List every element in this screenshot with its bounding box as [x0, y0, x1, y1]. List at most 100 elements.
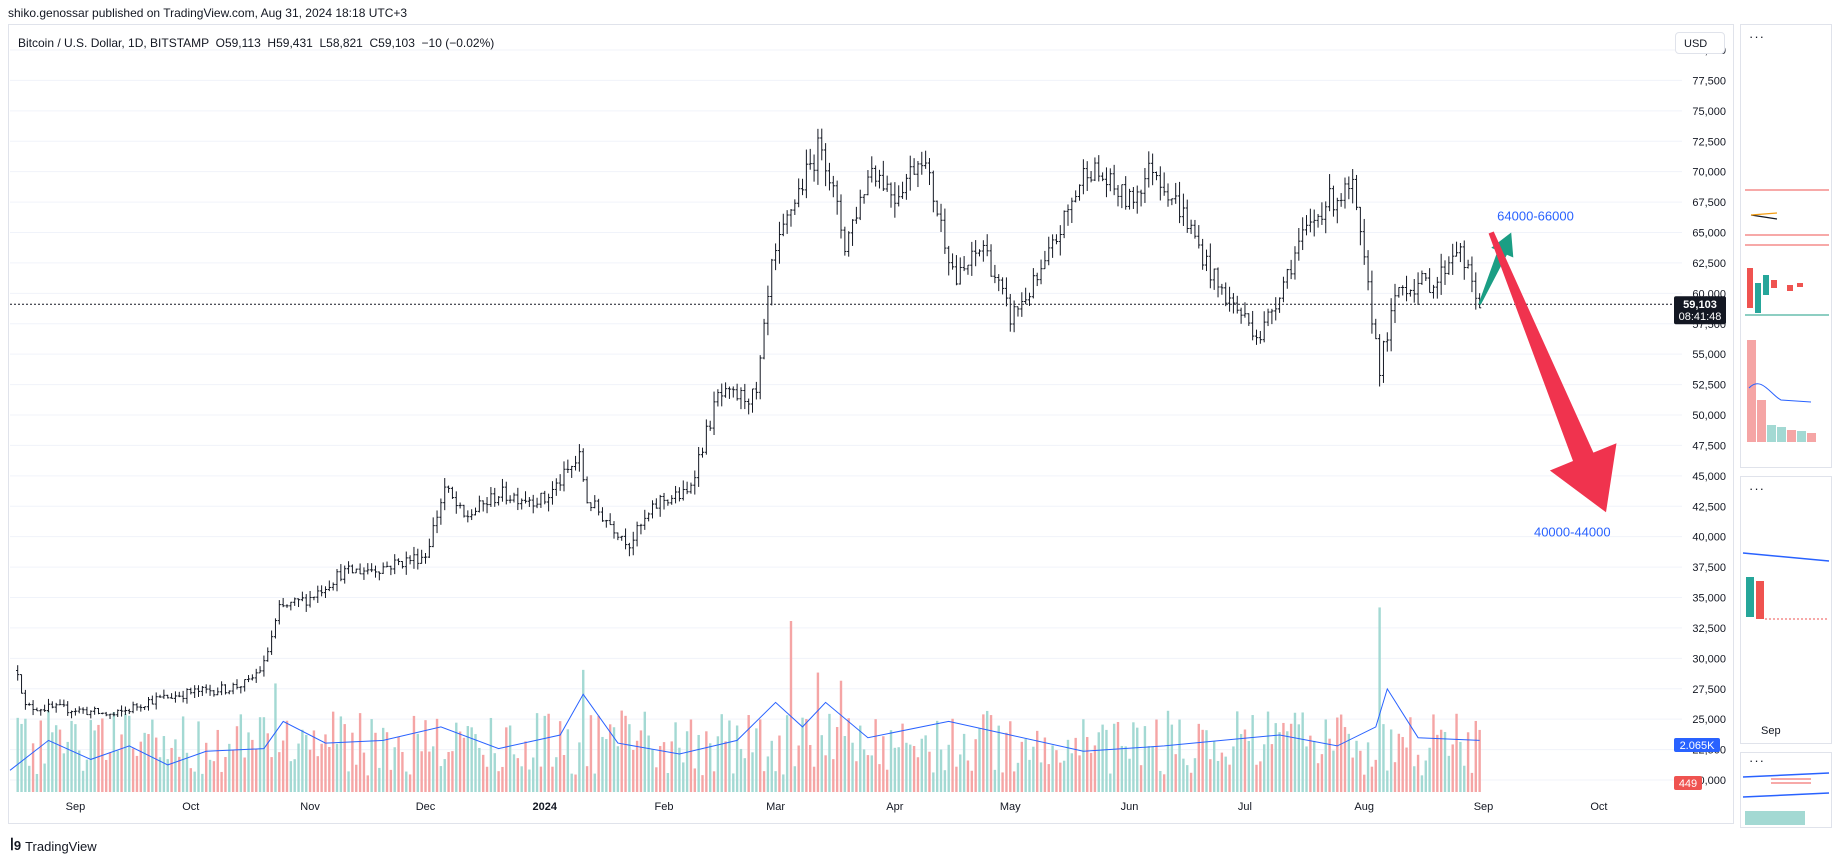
- more-icon[interactable]: ···: [1749, 753, 1765, 768]
- ohlc-bar: [181, 690, 185, 703]
- volume-bar: [458, 731, 462, 792]
- volume-bar: [1336, 717, 1339, 792]
- volume-bar: [389, 769, 393, 792]
- ohlc-bar: [620, 535, 624, 541]
- volume-bar: [262, 717, 266, 792]
- volume-bar: [1166, 710, 1170, 792]
- ohlc-bar: [1362, 218, 1366, 265]
- volume-bar: [1078, 755, 1081, 792]
- ohlc-bar: [408, 555, 412, 565]
- volume-bar: [239, 714, 243, 792]
- volume-bar: [116, 750, 119, 792]
- volume-bar: [597, 715, 600, 792]
- ohlc-bar: [897, 185, 901, 207]
- ohlc-bar: [285, 604, 289, 608]
- volume-bar: [139, 741, 143, 792]
- ohlc-bar: [50, 701, 54, 709]
- volume-bar: [93, 730, 96, 792]
- ohlc-bar: [66, 701, 70, 716]
- volume-bar: [612, 727, 616, 792]
- volume-bar: [497, 771, 500, 792]
- volume-bar: [316, 756, 319, 792]
- ohlc-bar: [812, 154, 816, 182]
- ohlc-bar: [770, 258, 774, 306]
- volume-bar: [1316, 763, 1320, 792]
- volume-bar: [1443, 731, 1447, 792]
- volume-bar: [820, 735, 823, 792]
- ohlc-bar: [69, 710, 74, 719]
- volume-bar: [1209, 759, 1212, 792]
- more-icon[interactable]: ···: [1749, 29, 1765, 44]
- volume-bar: [955, 766, 958, 792]
- ohlc-bar: [1447, 256, 1451, 275]
- volume-bar: [370, 719, 373, 792]
- volume-bar: [151, 719, 154, 792]
- volume-bar: [574, 774, 577, 792]
- volume-bar: [166, 759, 169, 792]
- price-axis: 80,00077,50075,00072,50070,00067,50065,0…: [1674, 45, 1726, 790]
- volume-bar: [528, 769, 531, 792]
- ohlc-bar: [885, 175, 889, 192]
- volume-bar: [662, 742, 666, 792]
- ohlc-bar: [458, 502, 462, 509]
- volume-bar: [74, 724, 77, 792]
- volume-bar: [524, 741, 527, 792]
- more-icon[interactable]: ···: [1749, 481, 1765, 496]
- footer-brand[interactable]: ꟾ9 TradingView: [10, 838, 97, 854]
- ohlc-bar: [73, 708, 78, 716]
- time-tick-label: Mar: [766, 801, 785, 813]
- volume-bar: [1086, 737, 1089, 792]
- ohlc-bar: [1151, 153, 1155, 186]
- ohlc-bar: [1004, 277, 1009, 307]
- price-tick-label: 30,000: [1692, 653, 1726, 665]
- ohlc-bar: [1197, 225, 1201, 249]
- volume-bar: [243, 757, 246, 792]
- ohlc-bar: [985, 234, 989, 257]
- current-price-label: 59,103: [1683, 299, 1717, 311]
- volume-bar: [585, 766, 589, 792]
- volume-bar: [489, 717, 493, 792]
- ohlc-bar: [1251, 310, 1255, 341]
- price-tick-label: 27,500: [1692, 684, 1726, 696]
- ohlc-bar: [1170, 198, 1174, 206]
- volume-bar: [428, 751, 431, 792]
- volume-bar: [912, 745, 916, 792]
- volume-bar: [562, 755, 566, 792]
- volume-bar: [1128, 758, 1131, 792]
- ohlc-bar: [1177, 181, 1182, 224]
- price-bars: [16, 128, 1482, 719]
- volume-bar: [1359, 750, 1362, 792]
- volume-bar: [351, 732, 354, 792]
- volume-bar: [939, 749, 943, 792]
- volume-bar: [1289, 723, 1293, 792]
- ohlc-bar: [473, 507, 478, 516]
- volume-bar: [62, 753, 66, 792]
- volume-bar: [789, 621, 793, 792]
- ohlc-bar: [1320, 202, 1324, 225]
- ohlc-bar: [1301, 217, 1305, 251]
- ohlc-bar: [81, 707, 85, 714]
- ohlc-bar: [673, 485, 678, 504]
- ohlc-bar: [1331, 185, 1336, 217]
- ohlc-bar: [1220, 283, 1224, 295]
- volume-bar: [451, 751, 454, 792]
- ohlc-bar: [320, 585, 324, 597]
- ohlc-bar: [1343, 177, 1347, 209]
- ohlc-bar: [300, 591, 304, 602]
- ohlc-bar: [635, 521, 639, 547]
- volume-bar: [1305, 746, 1308, 792]
- volume-bar: [1413, 766, 1416, 792]
- volume-bar: [620, 710, 623, 792]
- currency-button[interactable]: USD: [1675, 32, 1725, 54]
- volume-bar: [605, 739, 608, 792]
- volume-bar: [716, 736, 720, 792]
- volume-bar: [224, 757, 227, 792]
- ohlc-bar: [1077, 184, 1082, 201]
- ohlc-bar: [1274, 297, 1278, 321]
- volume-bar: [1432, 714, 1435, 792]
- volume-bar: [212, 761, 216, 792]
- symbol-legend: Bitcoin / U.S. Dollar, 1D, BITSTAMP O59,…: [18, 36, 495, 50]
- ohlc-bar: [239, 686, 243, 694]
- ohlc-bar: [904, 173, 909, 200]
